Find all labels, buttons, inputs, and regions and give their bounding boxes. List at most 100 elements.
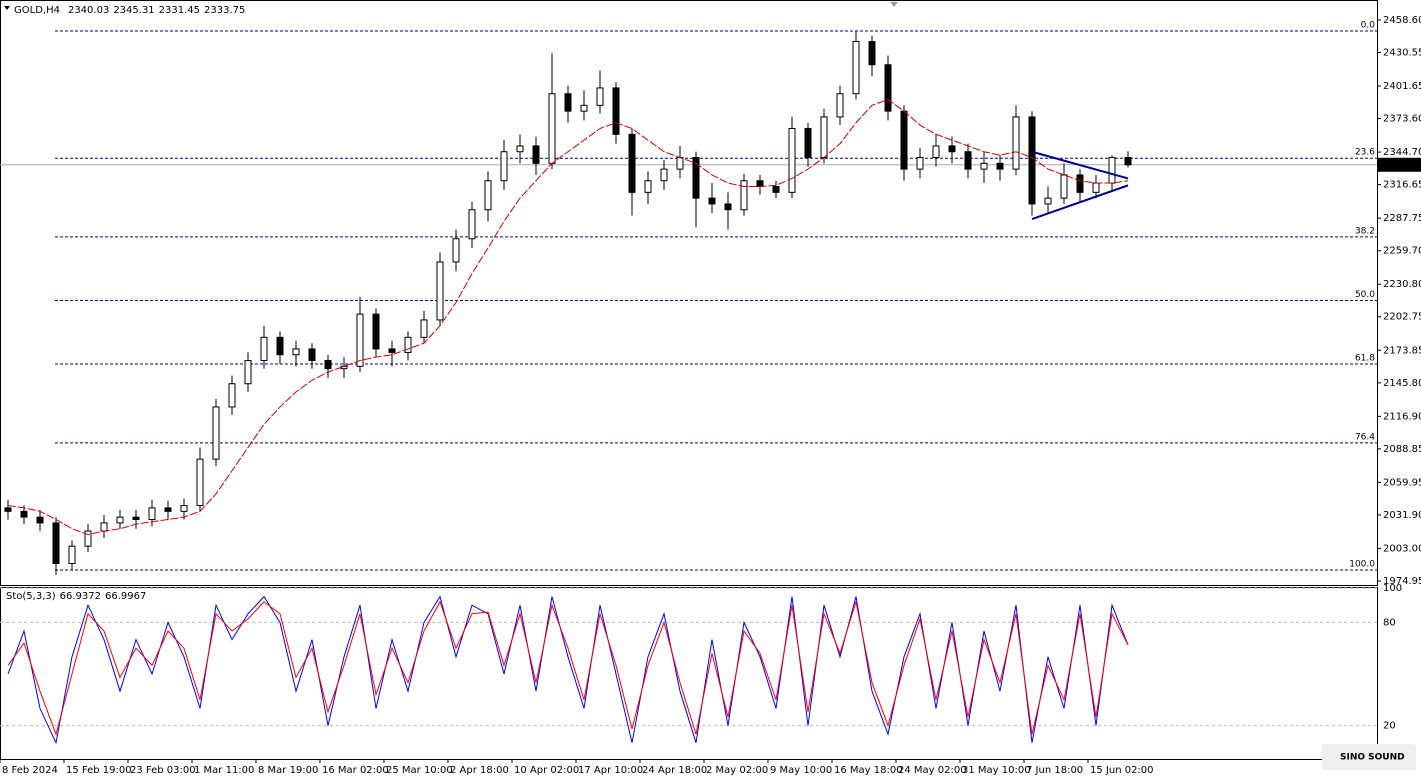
y-tick-label: 2202.75 (1383, 312, 1421, 323)
candle-body (596, 87, 604, 106)
y-tick-label: 2458.60 (1383, 15, 1421, 26)
stochastic-line (7, 600, 1129, 736)
candle-body (644, 180, 652, 193)
candle-body (276, 336, 284, 356)
candle-body (228, 383, 236, 408)
candle-body (436, 261, 444, 321)
y-tick-label: 2145.80 (1383, 378, 1421, 389)
last-price-label: 2333.75 (1381, 160, 1421, 171)
candle-body (708, 197, 716, 205)
candle-body (404, 336, 412, 353)
y-tick-label: 2344.70 (1383, 147, 1421, 158)
candle-body (1012, 116, 1020, 170)
fib-label: 100.0 (1349, 560, 1375, 570)
candle-body (628, 133, 636, 193)
header-open: 2340.03 (68, 5, 109, 16)
y-tick-label: 2401.65 (1383, 81, 1421, 92)
candle-body (884, 64, 892, 112)
fib-label: 38.2 (1355, 226, 1375, 236)
symbol: GOLD,H4 (14, 5, 60, 16)
candle-body (948, 145, 956, 153)
indicator-tick-label: 100 (1383, 583, 1402, 594)
x-tick-label: 1 Mar 11:00 (194, 765, 254, 776)
candle-body (724, 203, 732, 211)
candle-body (740, 180, 748, 211)
y-tick-label: 2116.90 (1383, 411, 1421, 422)
candle-body (1092, 182, 1100, 193)
header-high: 2345.31 (113, 5, 154, 16)
x-tick-label: 24 Apr 18:00 (642, 765, 707, 776)
candle-body (324, 360, 332, 370)
fib-label: 23.6 (1355, 148, 1375, 158)
candle-body (676, 157, 684, 170)
y-tick-label: 2316.65 (1383, 180, 1421, 191)
candle-body (964, 151, 972, 170)
candle-body (52, 522, 60, 565)
watermark-box (1322, 744, 1416, 770)
candle-body (788, 128, 796, 193)
candle-body (820, 116, 828, 159)
candle-body (900, 110, 908, 170)
watermark: SINO SOUND (1340, 753, 1405, 763)
candle-body (196, 458, 204, 507)
x-tick-label: 2 Apr 18:00 (450, 765, 509, 776)
y-tick-label: 2088.85 (1383, 444, 1421, 455)
y-tick-label: 2287.75 (1383, 213, 1421, 224)
candle-body (756, 180, 764, 188)
candle-body (564, 93, 572, 112)
candle-body (68, 545, 76, 565)
x-tick-label: 8 Mar 19:00 (258, 765, 318, 776)
x-tick-label: 7 Jun 18:00 (1026, 765, 1083, 776)
moving-average (7, 98, 1129, 536)
indicator-header: Sto(5,3,3) 66.9372 66.9967 (6, 591, 146, 602)
candle-body (180, 505, 188, 512)
y-tick-label: 2230.80 (1383, 279, 1421, 290)
y-tick-label: 2373.60 (1383, 114, 1421, 125)
x-tick-label: 17 Apr 10:00 (578, 765, 643, 776)
x-tick-label: 24 May 02:00 (898, 765, 967, 776)
y-tick-label: 2031.90 (1383, 510, 1421, 521)
candle-body (932, 145, 940, 159)
y-tick-label: 2003.00 (1383, 543, 1421, 554)
x-tick-label: 15 Jun 02:00 (1090, 765, 1154, 776)
candle-body (100, 522, 108, 532)
x-tick-label: 9 May 10:00 (770, 765, 832, 776)
x-tick-label: 16 Mar 02:00 (322, 765, 389, 776)
x-tick-label: 8 Feb 2024 (2, 765, 58, 776)
candle-body (548, 93, 556, 164)
candle-body (580, 104, 588, 112)
candle-body (132, 516, 140, 520)
candle-body (1108, 157, 1116, 184)
candle-body (1044, 197, 1052, 205)
indicator-signal-value: 66.9967 (105, 591, 146, 602)
candle-body (1060, 174, 1068, 199)
candle-body (388, 348, 396, 353)
fib-label: 76.4 (1355, 432, 1375, 442)
candle-body (372, 313, 380, 350)
trendline (1031, 184, 1129, 220)
indicator-main-value: 66.9372 (60, 591, 101, 602)
candle-body (164, 507, 172, 512)
x-tick-label: 15 Feb 19:00 (66, 765, 132, 776)
candle-body (420, 319, 428, 338)
stochastic-line (7, 595, 1129, 745)
x-tick-label: 10 Apr 02:00 (514, 765, 579, 776)
candle-body (452, 238, 460, 263)
indicator-tick-label: 20 (1383, 721, 1396, 732)
fib-label: 61.8 (1355, 354, 1375, 364)
x-tick-label: 31 May 10:00 (962, 765, 1031, 776)
candle-body (692, 157, 700, 199)
y-tick-label: 2173.85 (1383, 345, 1421, 356)
candle-body (772, 186, 780, 193)
candle-body (468, 209, 476, 240)
candle-body (84, 530, 92, 547)
indicator-panel-frame (0, 587, 1378, 760)
candle-body (996, 162, 1004, 170)
candle-body (20, 510, 28, 518)
candle-body (244, 360, 252, 385)
candle-body (308, 348, 316, 362)
candle-body (612, 87, 620, 135)
x-tick-label: 2 May 02:00 (706, 765, 768, 776)
candle-body (1076, 174, 1084, 193)
